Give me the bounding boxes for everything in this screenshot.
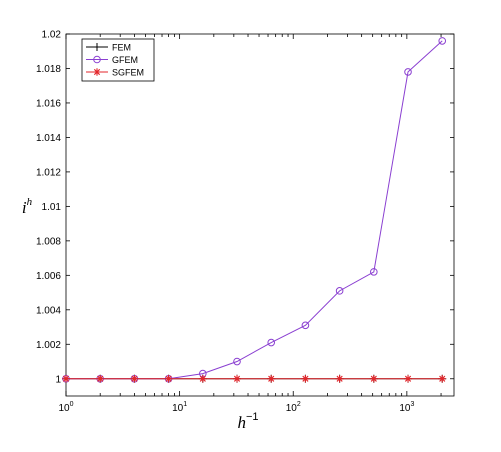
data-point — [301, 321, 310, 330]
x-tick-label: 103 — [399, 401, 414, 414]
legend-item: GFEM — [86, 55, 138, 65]
y-tick-label: 1.012 — [36, 167, 61, 178]
x-tick-label: 100 — [58, 401, 73, 414]
x-axis-ticks: 100 101 102 103 — [58, 34, 442, 414]
data-point — [370, 374, 378, 383]
data-point — [93, 68, 101, 76]
y-tick-label: 1.008 — [36, 236, 61, 247]
y-tick-label: 1.002 — [36, 340, 61, 351]
data-point — [335, 374, 344, 383]
data-point — [93, 43, 101, 51]
data-point — [404, 374, 412, 383]
data-point — [233, 357, 241, 366]
legend-label: FEM — [112, 43, 131, 53]
data-point — [267, 374, 276, 383]
data-point — [62, 374, 70, 383]
legend-label: SGFEM — [112, 68, 144, 78]
y-tick-label: 1.014 — [36, 133, 61, 144]
y-tick-label: 1.02 — [42, 30, 62, 41]
plot-area — [65, 33, 455, 397]
data-point — [93, 55, 101, 64]
data-point — [370, 268, 378, 276]
data-point — [267, 338, 276, 347]
legend-item: FEM — [86, 43, 131, 53]
legend: FEM GFEM SGFEM — [81, 38, 155, 82]
series-sgfem — [62, 374, 447, 383]
legend-label: GFEM — [112, 55, 138, 65]
series-layer — [62, 37, 447, 383]
data-point — [96, 374, 105, 383]
data-point — [404, 68, 412, 76]
data-point — [233, 374, 241, 383]
y-axis-label: ih — [22, 196, 33, 217]
y-tick-label: 1.01 — [42, 202, 62, 213]
x-axis-label: h−1 — [237, 411, 258, 432]
data-point — [164, 374, 173, 383]
y-axis-ticks: 1 1.002 1.004 1.006 1.008 1.01 1.012 1.014 1.016… — [36, 30, 454, 385]
legend-item: SGFEM — [86, 68, 144, 78]
y-tick-label: 1.006 — [36, 271, 61, 282]
data-point — [130, 374, 139, 383]
y-tick-label: 1 — [55, 374, 61, 385]
data-point — [301, 374, 310, 383]
y-tick-label: 1.018 — [36, 64, 61, 75]
data-point — [438, 374, 447, 383]
x-tick-label: 102 — [286, 401, 301, 414]
y-tick-label: 1.016 — [36, 98, 61, 109]
data-point — [438, 37, 447, 45]
data-point — [199, 374, 207, 383]
y-tick-label: 1.004 — [36, 305, 61, 316]
x-tick-label: 101 — [172, 401, 187, 414]
data-point — [335, 287, 344, 295]
